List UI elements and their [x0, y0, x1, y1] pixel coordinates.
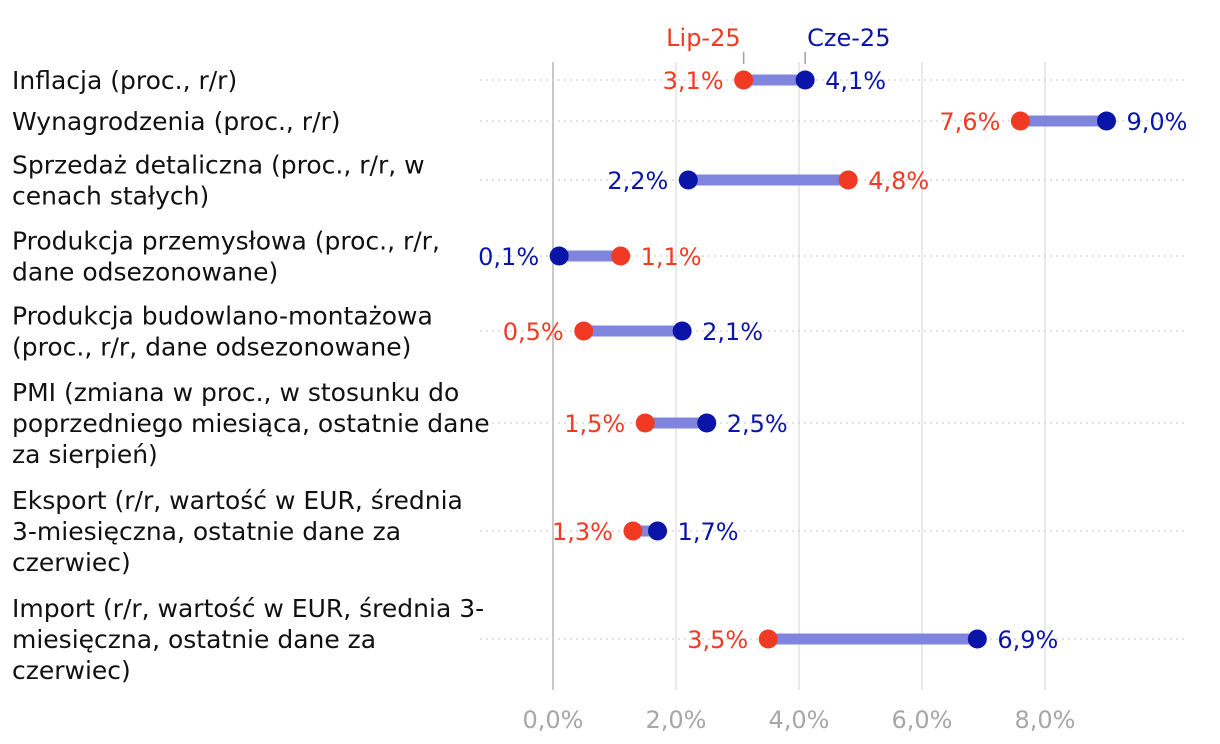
- lip25-value-label-6: 1,3%: [552, 518, 613, 546]
- category-label-line: czerwiec): [12, 548, 131, 577]
- lip25-point-5: [635, 413, 655, 433]
- category-label-line: PMI (zmiana w proc., w stosunku do: [12, 378, 459, 407]
- legend-lip25: Lip-25: [666, 24, 740, 52]
- cze25-value-label-5: 2,5%: [727, 410, 788, 438]
- x-tick-label: 6,0%: [892, 706, 953, 734]
- category-label-line: Wynagrodzenia (proc., r/r): [12, 107, 341, 136]
- category-label-2: Sprzedaż detaliczna (proc., r/r, w cenach…: [12, 151, 425, 211]
- cze25-value-label-1: 9,0%: [1127, 108, 1188, 136]
- category-label-3: Produkcja przemysłowa (proc., r/r, dane o…: [12, 227, 440, 287]
- lip25-point-7: [758, 629, 778, 649]
- category-label-line: Inflacja (proc., r/r): [12, 66, 237, 95]
- lip25-point-3: [611, 246, 631, 266]
- category-label-line: cenach stałych): [12, 182, 209, 211]
- cze25-value-label-2: 2,2%: [607, 167, 668, 195]
- cze25-point-5: [697, 413, 717, 433]
- category-label-5: PMI (zmiana w proc., w stosunku do poprze…: [12, 378, 490, 469]
- category-label-4: Produkcja budowlano-montażowa (proc., r/r…: [12, 302, 433, 362]
- lip25-value-label-5: 1,5%: [564, 410, 625, 438]
- cze25-point-2: [678, 170, 698, 190]
- cze25-point-3: [549, 246, 569, 266]
- category-label-1: Wynagrodzenia (proc., r/r): [12, 107, 341, 136]
- category-label-line: 3-miesięczna, ostatnie dane za: [12, 517, 401, 546]
- category-label-line: Produkcja budowlano-montażowa: [12, 302, 433, 331]
- cze25-point-0: [795, 70, 815, 90]
- cze25-value-label-4: 2,1%: [702, 318, 763, 346]
- category-label-6: Eksport (r/r, wartość w EUR, średnia 3-mi…: [12, 486, 463, 577]
- cze25-value-label-0: 4,1%: [825, 67, 886, 95]
- lip25-value-label-4: 0,5%: [503, 318, 564, 346]
- lip25-value-label-1: 7,6%: [939, 108, 1000, 136]
- lip25-point-6: [623, 521, 643, 541]
- cze25-value-label-6: 1,7%: [678, 518, 739, 546]
- cze25-point-7: [967, 629, 987, 649]
- legend-cze25: Cze-25: [807, 24, 890, 52]
- category-label-7: Import (r/r, wartość w EUR, średnia 3-mi…: [12, 594, 484, 685]
- cze25-point-1: [1097, 111, 1116, 131]
- lip25-point-4: [574, 321, 594, 341]
- category-label-line: Import (r/r, wartość w EUR, średnia 3-: [12, 594, 484, 623]
- lip25-value-label-0: 3,1%: [663, 67, 724, 95]
- cze25-point-6: [648, 521, 668, 541]
- x-tick-label: 2,0%: [646, 706, 707, 734]
- category-label-line: Eksport (r/r, wartość w EUR, średnia: [12, 486, 463, 515]
- cze25-point-4: [672, 321, 692, 341]
- category-label-line: miesięczna, ostatnie dane za: [12, 625, 376, 654]
- category-label-line: poprzedniego miesiąca, ostatnie dane: [12, 409, 490, 438]
- category-label-line: Sprzedaż detaliczna (proc., r/r, w: [12, 151, 425, 180]
- cze25-value-label-7: 6,9%: [997, 626, 1058, 654]
- category-label-line: czerwiec): [12, 656, 131, 685]
- category-label-0: Inflacja (proc., r/r): [12, 66, 237, 95]
- lip25-point-1: [1010, 111, 1030, 131]
- lip25-point-0: [734, 70, 754, 90]
- lip25-value-label-2: 4,8%: [868, 167, 929, 195]
- x-tick-label: 8,0%: [1015, 706, 1076, 734]
- cze25-value-label-3: 0,1%: [478, 243, 539, 271]
- x-tick-label: 4,0%: [769, 706, 830, 734]
- category-label-line: Produkcja przemysłowa (proc., r/r,: [12, 227, 440, 256]
- category-label-line: (proc., r/r, dane odsezonowane): [12, 333, 411, 362]
- lip25-value-label-3: 1,1%: [641, 243, 702, 271]
- category-label-line: za sierpień): [12, 440, 158, 469]
- lip25-point-2: [838, 170, 858, 190]
- lip25-value-label-7: 3,5%: [687, 626, 748, 654]
- x-tick-label: 0,0%: [523, 706, 584, 734]
- category-label-line: dane odsezonowane): [12, 258, 278, 287]
